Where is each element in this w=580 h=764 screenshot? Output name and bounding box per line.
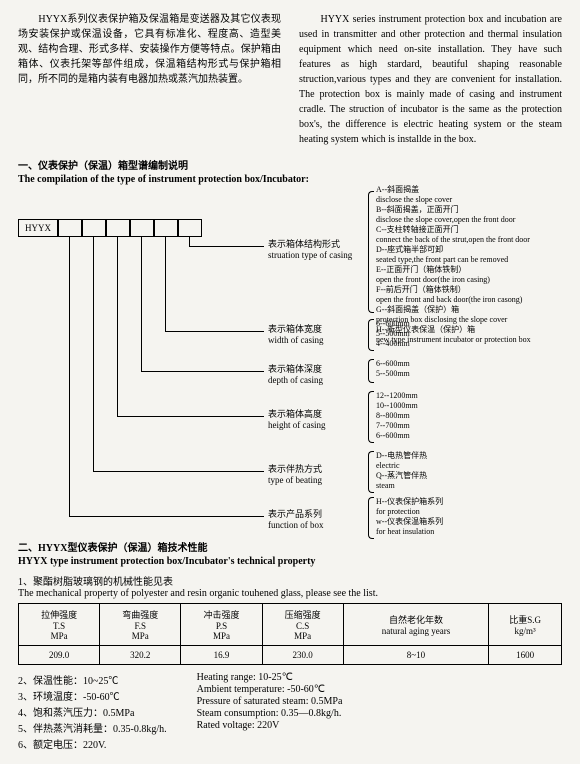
th-cs: 压缩强度C.SMPa — [262, 604, 343, 646]
intro-block: HYYX系列仪表保护箱及保温箱是变送器及其它仪表现场安装保护或保温设备，它具有标… — [18, 12, 562, 147]
th-age: 自然老化年数natural aging years — [343, 604, 488, 646]
intro-zh: HYYX系列仪表保护箱及保温箱是变送器及其它仪表现场安装保护或保温设备，它具有标… — [18, 12, 281, 147]
code-box-4 — [130, 219, 154, 237]
label-function: 表示产品系列 function of box — [268, 509, 324, 531]
label-struation: 表示箱体结构形式 struation type of casing — [268, 239, 352, 261]
section1-title-zh: 一、仪表保护（保温）箱型谱编制说明 — [18, 157, 562, 172]
legend-height: 12--1200mm 10--1000mm 8--800mm 7--700mm … — [376, 391, 418, 441]
section2-title-zh: 二、HYYX型仪表保护（保温）箱技术性能 — [18, 539, 562, 554]
th-ts: 拉伸强度T.SMPa — [19, 604, 100, 646]
notes-en: Heating range: 10-25℃ Ambient temperatur… — [197, 671, 343, 752]
table-data-row: 209.0 320.2 16.9 230.0 8~10 1600 — [19, 646, 562, 665]
th-fs: 弯曲强度F.SMPa — [100, 604, 181, 646]
section1-title-en: The compilation of the type of instrumen… — [18, 174, 562, 185]
legend-heating: D--电热管伴热 electric Q--蒸汽管伴热 steam — [376, 451, 427, 491]
code-box-2 — [82, 219, 106, 237]
code-box-1 — [58, 219, 82, 237]
notes-zh: 2、保温性能：10~25℃ 3、环境温度：-50-60℃ 4、饱和蒸汽压力：0.… — [18, 671, 167, 752]
spec-table: 拉伸强度T.SMPa 弯曲强度F.SMPa 冲击强度P.SMPa 压缩强度C.S… — [18, 603, 562, 665]
label-heating: 表示伴热方式 type of beating — [268, 464, 322, 486]
type-code-diagram: HYYX 表示箱体结构形式 struation type of casing 表… — [18, 191, 562, 531]
code-box-prefix: HYYX — [18, 219, 58, 237]
legend-function: H--仪表保护箱系列 for protection w--仪表保温箱系列 for… — [376, 497, 443, 537]
legend-depth: 6--600mm 5--500mm — [376, 359, 410, 379]
code-box-3 — [106, 219, 130, 237]
label-depth: 表示箱体深度 depth of casing — [268, 364, 323, 386]
code-box-5 — [154, 219, 178, 237]
th-ps: 冲击强度P.SMPa — [181, 604, 262, 646]
legend-width: 6--600mm 5--500mm 4--400mm — [376, 319, 410, 349]
code-box-6 — [178, 219, 202, 237]
intro-en: HYYX series instrument protection box an… — [299, 12, 562, 147]
th-sg: 比重S.Gkg/m³ — [489, 604, 562, 646]
table-header-row: 拉伸强度T.SMPa 弯曲强度F.SMPa 冲击强度P.SMPa 压缩强度C.S… — [19, 604, 562, 646]
label-width: 表示箱体宽度 width of casing — [268, 324, 324, 346]
section2-title-en: HYYX type instrument protection box/Incu… — [18, 556, 562, 567]
label-height: 表示箱体高度 height of casing — [268, 409, 326, 431]
section2-sub-zh: 1、聚酯树脂玻璃钢的机械性能见表 — [18, 573, 562, 588]
section2-sub-en: The mechanical property of polyester and… — [18, 588, 562, 599]
notes-block: 2、保温性能：10~25℃ 3、环境温度：-50-60℃ 4、饱和蒸汽压力：0.… — [18, 671, 562, 752]
